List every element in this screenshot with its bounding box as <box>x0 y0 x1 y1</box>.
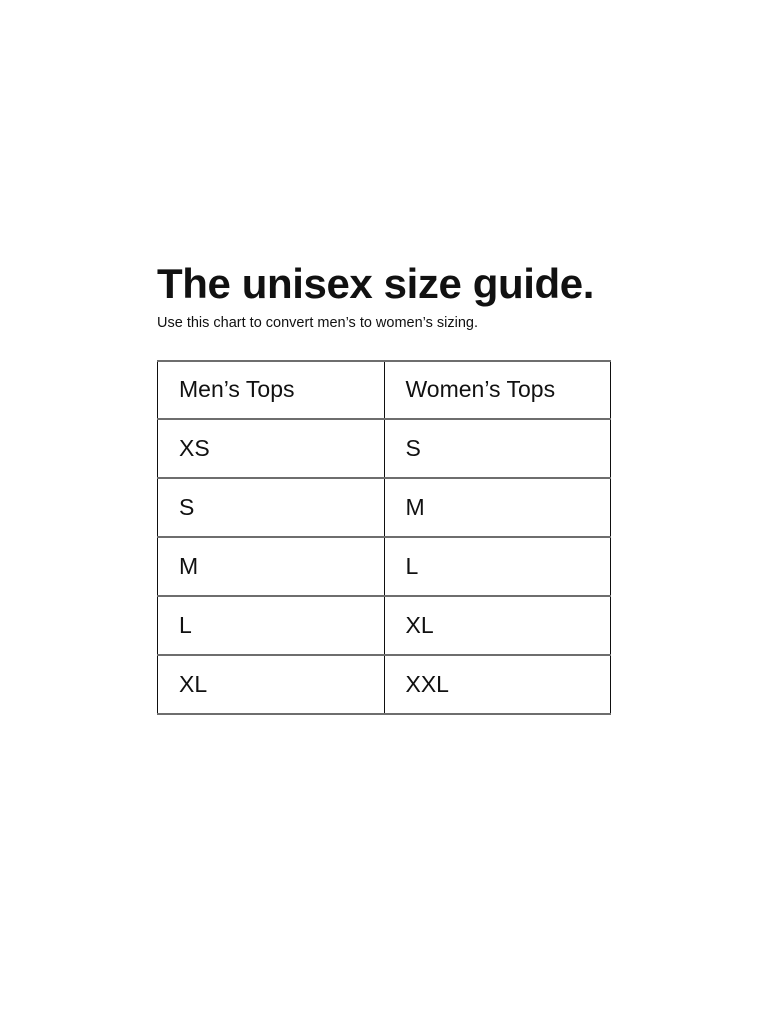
table-header-row: Men’s Tops Women’s Tops <box>157 360 611 420</box>
table-row: XS S <box>157 418 611 479</box>
womens-size-cell: L <box>384 536 611 597</box>
column-header-womens-tops: Women’s Tops <box>384 360 611 420</box>
mens-size-cell: S <box>157 477 385 538</box>
size-conversion-table: Men’s Tops Women’s Tops XS S S M M L L X… <box>157 359 611 715</box>
mens-size-cell: XS <box>157 418 385 479</box>
womens-size-cell: M <box>384 477 611 538</box>
womens-size-cell: XXL <box>405 670 449 697</box>
size-guide-page: The unisex size guide. Use this chart to… <box>157 260 611 715</box>
table-row: L XL <box>157 595 611 656</box>
womens-size-cell: S <box>384 418 611 479</box>
column-header-mens-tops: Men’s Tops <box>157 360 385 420</box>
mens-size-cell: XL <box>157 654 385 714</box>
mens-size-cell: L <box>157 595 385 656</box>
table-row: M L <box>157 536 611 597</box>
table-row: S M <box>157 477 611 538</box>
mens-size-cell: M <box>157 536 385 597</box>
womens-size-cell: XL <box>384 595 611 656</box>
page-title: The unisex size guide. <box>157 260 594 307</box>
page-subtitle: Use this chart to convert men’s to women… <box>157 315 479 332</box>
table-row: XL XXL <box>157 654 611 714</box>
